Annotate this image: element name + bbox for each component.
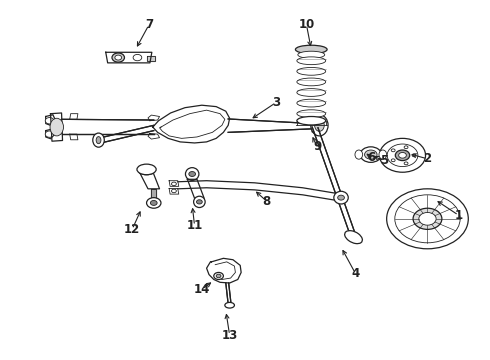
Circle shape [189,171,196,176]
Polygon shape [70,114,78,119]
Ellipse shape [297,89,326,96]
Text: 6: 6 [368,151,376,164]
Ellipse shape [297,67,326,75]
Circle shape [404,146,408,149]
Circle shape [379,138,425,172]
Ellipse shape [379,150,387,159]
Text: 12: 12 [124,223,140,236]
Circle shape [115,55,122,60]
Polygon shape [153,105,230,143]
Text: 11: 11 [187,219,203,232]
Text: 1: 1 [455,209,463,222]
Ellipse shape [50,118,64,136]
Ellipse shape [93,133,104,147]
Ellipse shape [344,231,363,244]
Circle shape [419,212,436,225]
Text: 4: 4 [351,267,360,280]
Circle shape [216,274,221,278]
Ellipse shape [311,115,328,136]
Circle shape [365,150,377,159]
Circle shape [45,131,54,137]
Polygon shape [147,56,155,61]
Text: 9: 9 [313,140,321,153]
Text: 8: 8 [263,195,271,208]
Text: 14: 14 [194,283,210,296]
Text: 2: 2 [423,152,432,165]
Circle shape [338,195,344,200]
Polygon shape [148,134,160,139]
Circle shape [214,273,223,279]
Polygon shape [140,173,160,189]
Text: 3: 3 [272,96,280,109]
Polygon shape [70,134,78,140]
Circle shape [112,53,124,62]
Polygon shape [169,181,179,186]
Polygon shape [228,119,312,132]
Text: 7: 7 [145,18,153,31]
Circle shape [399,153,406,158]
Polygon shape [62,119,154,134]
Ellipse shape [297,110,326,118]
Text: 13: 13 [221,329,238,342]
Polygon shape [50,113,63,141]
Ellipse shape [355,150,363,159]
Ellipse shape [147,198,161,208]
Polygon shape [226,283,231,304]
Circle shape [395,150,410,161]
Circle shape [172,189,176,193]
Circle shape [133,54,142,61]
Circle shape [413,208,442,229]
Circle shape [387,189,468,249]
Circle shape [412,154,416,157]
Ellipse shape [185,168,199,180]
Circle shape [395,195,460,243]
Ellipse shape [194,196,205,207]
Polygon shape [207,258,241,283]
Ellipse shape [137,164,156,175]
Circle shape [387,144,418,167]
Text: 10: 10 [298,18,315,31]
Ellipse shape [295,45,327,54]
Ellipse shape [297,99,326,107]
Polygon shape [106,52,152,63]
Ellipse shape [315,119,324,131]
Circle shape [404,162,408,165]
Circle shape [45,118,54,124]
Polygon shape [151,189,156,203]
Circle shape [391,149,395,152]
Circle shape [150,201,157,206]
Polygon shape [169,189,179,194]
Ellipse shape [139,168,154,175]
Polygon shape [101,125,154,143]
Polygon shape [311,120,317,132]
Polygon shape [46,115,55,125]
Ellipse shape [96,136,101,144]
Circle shape [391,159,395,162]
Polygon shape [187,179,204,198]
Ellipse shape [334,191,348,204]
Circle shape [360,147,381,162]
Ellipse shape [297,117,326,125]
Ellipse shape [297,78,326,86]
Polygon shape [178,181,341,201]
Polygon shape [46,129,55,139]
Ellipse shape [297,57,326,65]
Circle shape [172,182,176,186]
Ellipse shape [298,51,325,58]
Polygon shape [148,115,160,121]
Text: 5: 5 [380,154,389,167]
Polygon shape [312,127,356,237]
Ellipse shape [225,302,234,308]
Circle shape [196,200,202,204]
